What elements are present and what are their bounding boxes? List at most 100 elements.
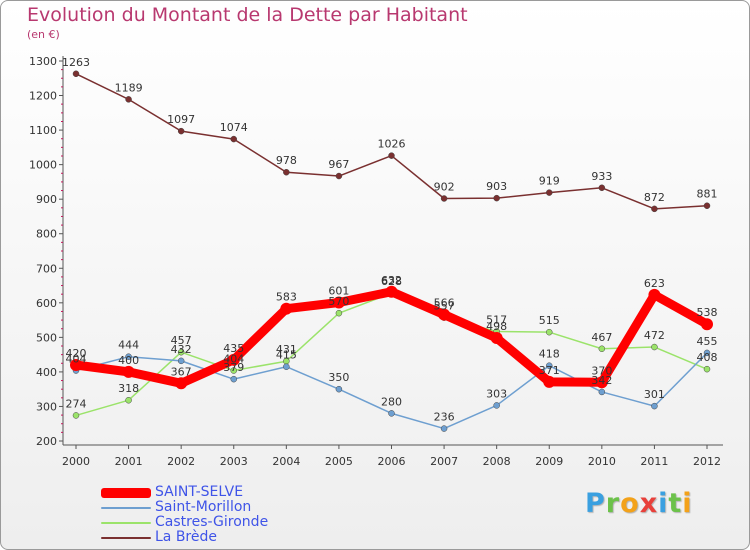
data-point <box>388 410 395 417</box>
data-point <box>543 375 556 388</box>
x-tick-label: 2001 <box>115 455 143 468</box>
x-tick-label: 2012 <box>693 455 721 468</box>
data-point <box>493 194 500 202</box>
data-point <box>388 152 395 159</box>
data-label: 967 <box>328 158 349 171</box>
y-tick-label: 600 <box>36 297 57 310</box>
data-point <box>595 376 608 389</box>
data-label: 601 <box>328 284 349 297</box>
data-label: 400 <box>118 354 139 367</box>
data-label: 455 <box>697 335 718 348</box>
data-label: 632 <box>381 274 402 287</box>
x-tick-label: 2007 <box>430 455 458 468</box>
data-label: 404 <box>66 353 87 366</box>
data-label: 1189 <box>115 81 143 94</box>
data-point <box>72 412 80 419</box>
data-label: 902 <box>434 180 455 193</box>
data-label: 418 <box>539 348 560 361</box>
data-label: 628 <box>381 275 402 288</box>
data-point <box>283 363 290 370</box>
data-label: 367 <box>171 365 192 378</box>
data-point <box>332 296 345 309</box>
x-tick-label: 2006 <box>378 455 406 468</box>
data-point <box>490 332 503 345</box>
data-point <box>70 359 82 371</box>
data-label: 1097 <box>167 113 195 126</box>
data-point <box>280 302 293 315</box>
data-label: 515 <box>539 314 560 327</box>
x-tick-label: 2011 <box>640 455 668 468</box>
data-point <box>335 385 343 393</box>
data-label: 872 <box>644 191 665 204</box>
data-label: 371 <box>539 364 560 377</box>
legend-label: Saint-Morillon <box>155 499 252 515</box>
data-point <box>546 362 553 369</box>
x-tick-label: 2002 <box>167 455 195 468</box>
data-label: 517 <box>486 313 507 326</box>
logo-letter: i <box>682 488 693 519</box>
data-label: 919 <box>539 175 560 188</box>
legend-swatch <box>101 537 151 539</box>
data-label: 903 <box>486 180 507 193</box>
y-tick-label: 200 <box>36 435 57 448</box>
data-point <box>230 367 237 374</box>
data-label: 467 <box>591 331 612 344</box>
data-point <box>177 127 185 135</box>
data-point <box>440 425 448 432</box>
y-tick-label: 700 <box>36 262 57 275</box>
y-tick-label: 900 <box>36 193 57 206</box>
chart-unit: (en €) <box>27 28 60 41</box>
data-label: 978 <box>276 154 297 167</box>
x-tick-label: 2000 <box>62 455 90 468</box>
x-tick-label: 2004 <box>272 455 300 468</box>
logo-letter: P <box>585 488 606 519</box>
x-tick-label: 2005 <box>325 455 353 468</box>
data-point <box>230 135 237 143</box>
x-tick-label: 2009 <box>535 455 563 468</box>
data-point <box>122 365 135 378</box>
data-point <box>703 202 711 209</box>
data-point <box>230 375 237 383</box>
data-label: 350 <box>328 371 349 384</box>
data-label: 342 <box>591 374 612 387</box>
data-point <box>438 308 451 321</box>
legend-swatch <box>101 507 151 509</box>
data-label: 583 <box>276 291 297 304</box>
data-label: 557 <box>434 300 455 313</box>
data-point <box>703 349 711 357</box>
data-label: 1263 <box>62 56 90 69</box>
y-tick-label: 300 <box>36 400 57 413</box>
logo-letter: r <box>605 488 621 519</box>
data-label: 379 <box>223 361 244 374</box>
data-point <box>283 168 290 176</box>
data-point <box>703 365 711 373</box>
data-labels: 420 400 367 435 583 601 632 566 498 371 370 623 538 4… <box>62 56 718 424</box>
data-point <box>177 348 185 356</box>
logo-letter: o <box>620 488 640 519</box>
data-point <box>546 328 553 336</box>
data-point <box>125 396 132 404</box>
series-lines <box>70 70 713 432</box>
data-label: 1026 <box>378 138 406 151</box>
data-point <box>546 189 553 196</box>
logo-letter: x <box>639 488 659 519</box>
data-label: 415 <box>276 349 297 362</box>
data-label: 432 <box>171 343 192 356</box>
data-point <box>651 402 658 410</box>
data-point <box>177 357 185 365</box>
data-label: 538 <box>697 306 718 319</box>
data-point <box>598 345 606 353</box>
data-point <box>125 96 132 103</box>
data-label: 370 <box>591 364 612 377</box>
data-point <box>385 285 398 298</box>
legend-swatch <box>101 488 151 498</box>
axes: 200 300 400 500 600 700 800 900 1000 1100 1200 1300… <box>29 55 723 468</box>
logo-letter: t <box>668 488 683 519</box>
data-label: 457 <box>171 334 192 347</box>
x-tick-label: 2010 <box>588 455 616 468</box>
legend-swatch <box>101 522 151 524</box>
proxiti-logo: Proxiti <box>585 488 693 519</box>
data-point <box>335 172 343 180</box>
